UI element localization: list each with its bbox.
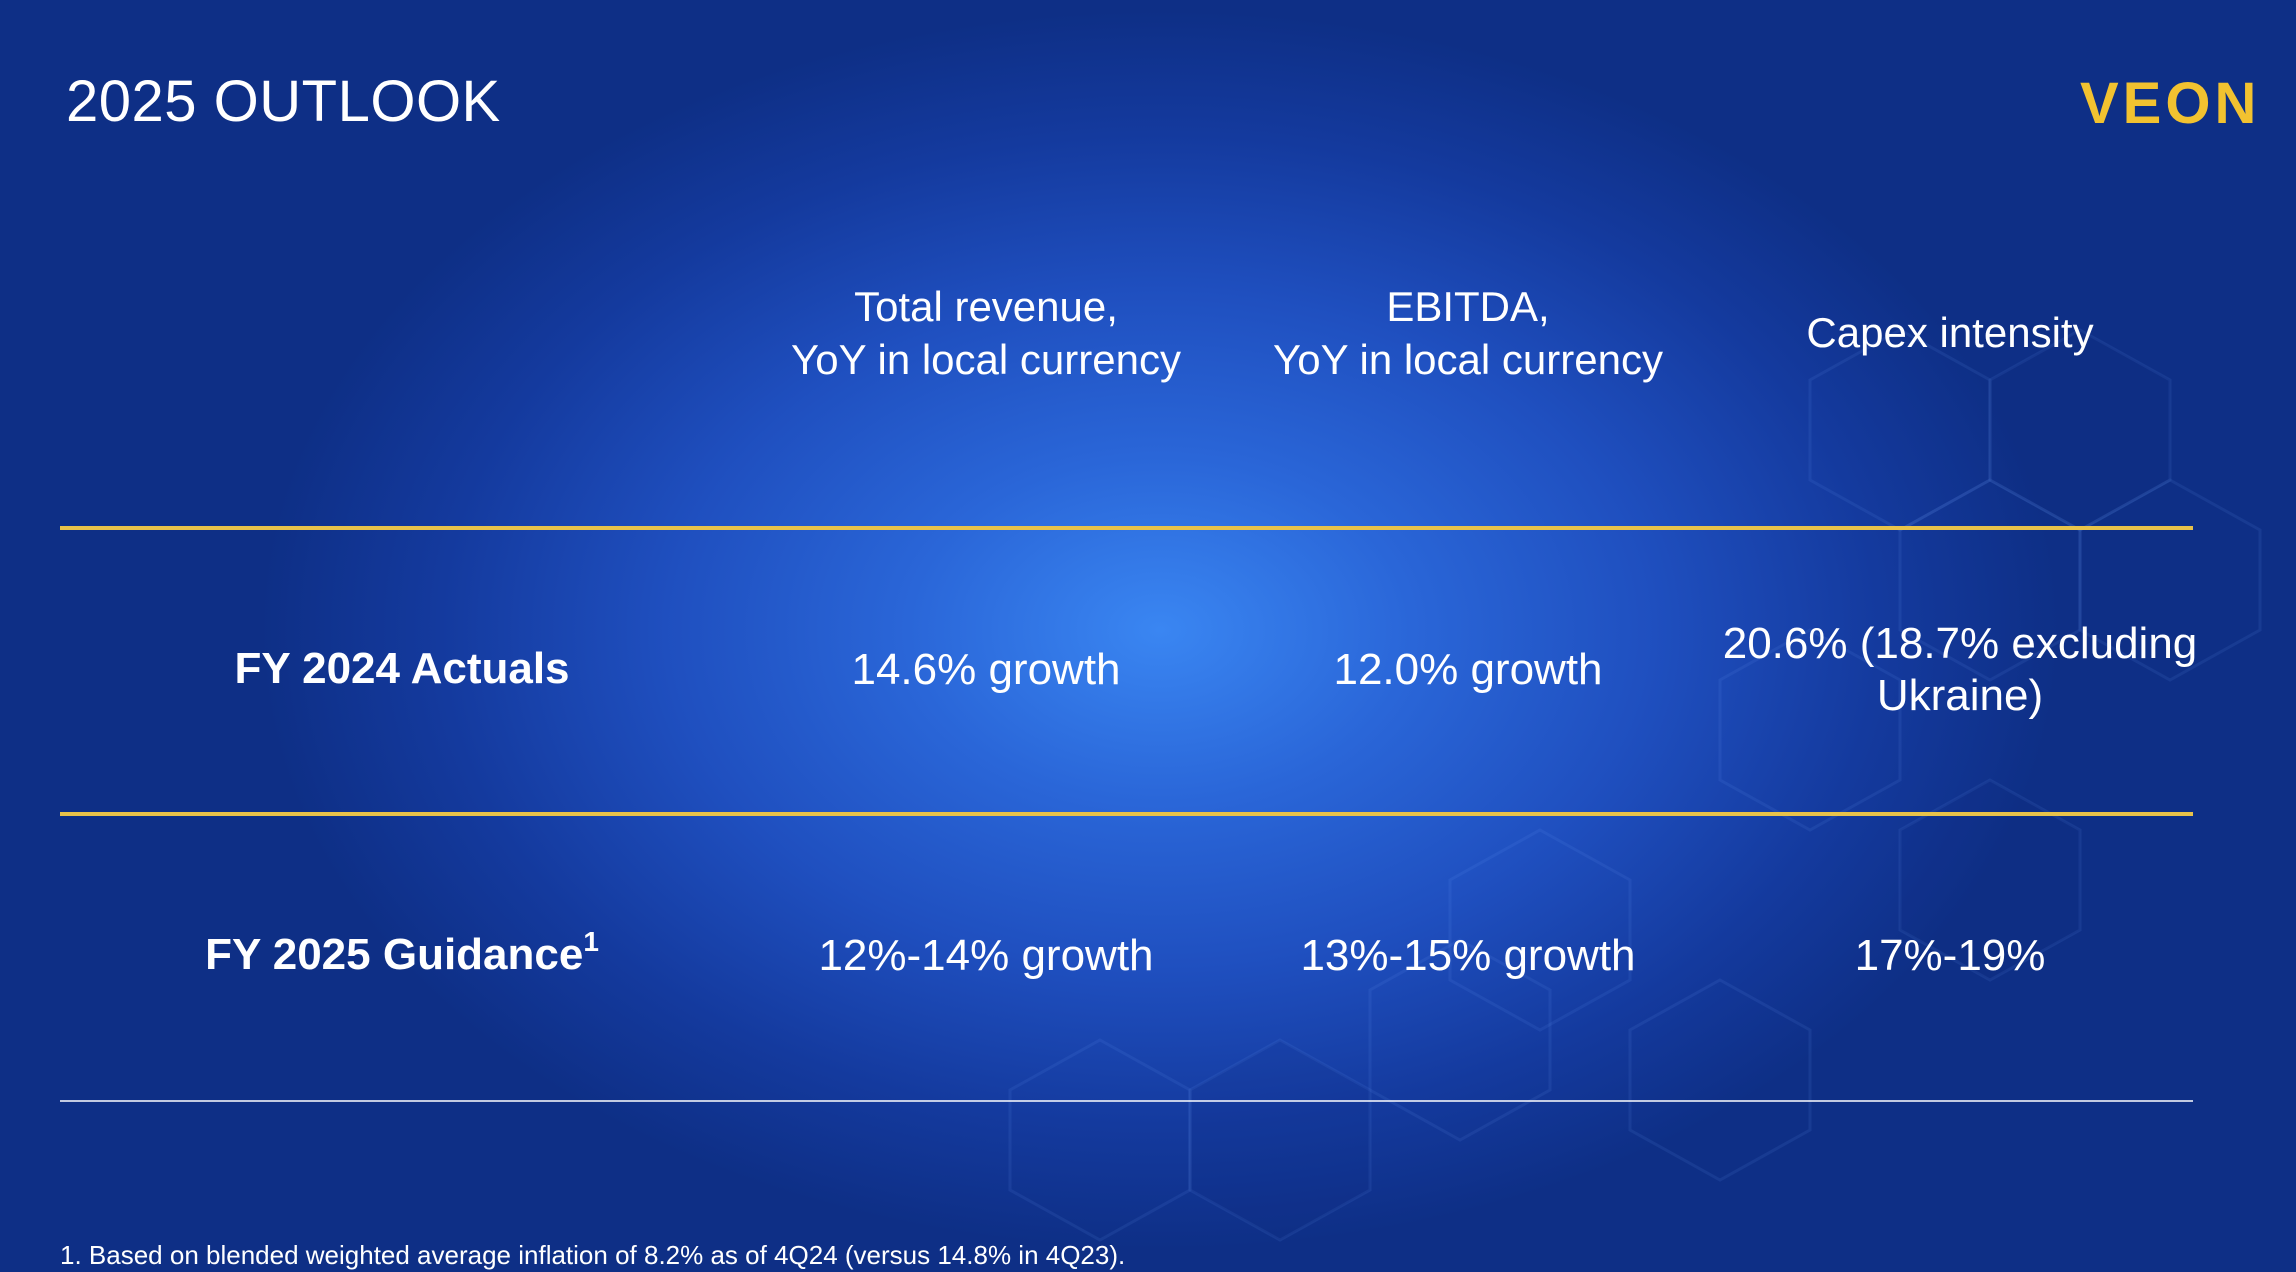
- cell-fy2025-revenue: 12%-14% growth: [818, 931, 1154, 980]
- cell-fy2025-capex: 17%-19%: [1854, 931, 2046, 980]
- slide-title: 2025 OUTLOOK: [66, 69, 501, 134]
- cell-fy2024-ebitda: 12.0% growth: [1333, 645, 1603, 694]
- logo-text: VEON: [2080, 71, 2261, 136]
- column-header-ebitda: EBITDA, YoY in local currency: [1228, 280, 1708, 386]
- cell-line: Ukraine): [1876, 671, 2044, 720]
- column-header-line: YoY in local currency: [791, 336, 1181, 383]
- row-label-fy2024-actuals: FY 2024 Actuals: [122, 644, 682, 694]
- cell-fy2024-revenue: 14.6% growth: [851, 645, 1121, 694]
- cell-fy2025-ebitda: 13%-15% growth: [1300, 931, 1636, 980]
- column-header-line: Total revenue,: [854, 283, 1118, 330]
- table-divider-gold: [60, 812, 2193, 816]
- table-divider-gold: [60, 526, 2193, 530]
- row-label-text: FY 2024 Actuals: [234, 644, 570, 693]
- table-divider-thin: [60, 1100, 2193, 1102]
- column-header-total-revenue: Total revenue, YoY in local currency: [746, 280, 1226, 386]
- column-header-line: EBITDA,: [1386, 283, 1550, 330]
- row-label-text: FY 2025 Guidance: [205, 930, 584, 979]
- column-header-line: YoY in local currency: [1273, 336, 1663, 383]
- footnote: 1. Based on blended weighted average inf…: [60, 1240, 1126, 1270]
- footnote-marker: 1: [583, 926, 599, 957]
- cell-fy2024-capex: 20.6% (18.7% excluding Ukraine): [1710, 618, 2210, 722]
- row-label-fy2025-guidance: FY 2025 Guidance1: [122, 926, 682, 980]
- column-header-capex-intensity: Capex intensity: [1710, 306, 2190, 359]
- cell-line: 20.6% (18.7% excluding: [1722, 619, 2198, 668]
- veon-logo: VEON: [2080, 70, 2270, 140]
- column-header-line: Capex intensity: [1806, 309, 2094, 356]
